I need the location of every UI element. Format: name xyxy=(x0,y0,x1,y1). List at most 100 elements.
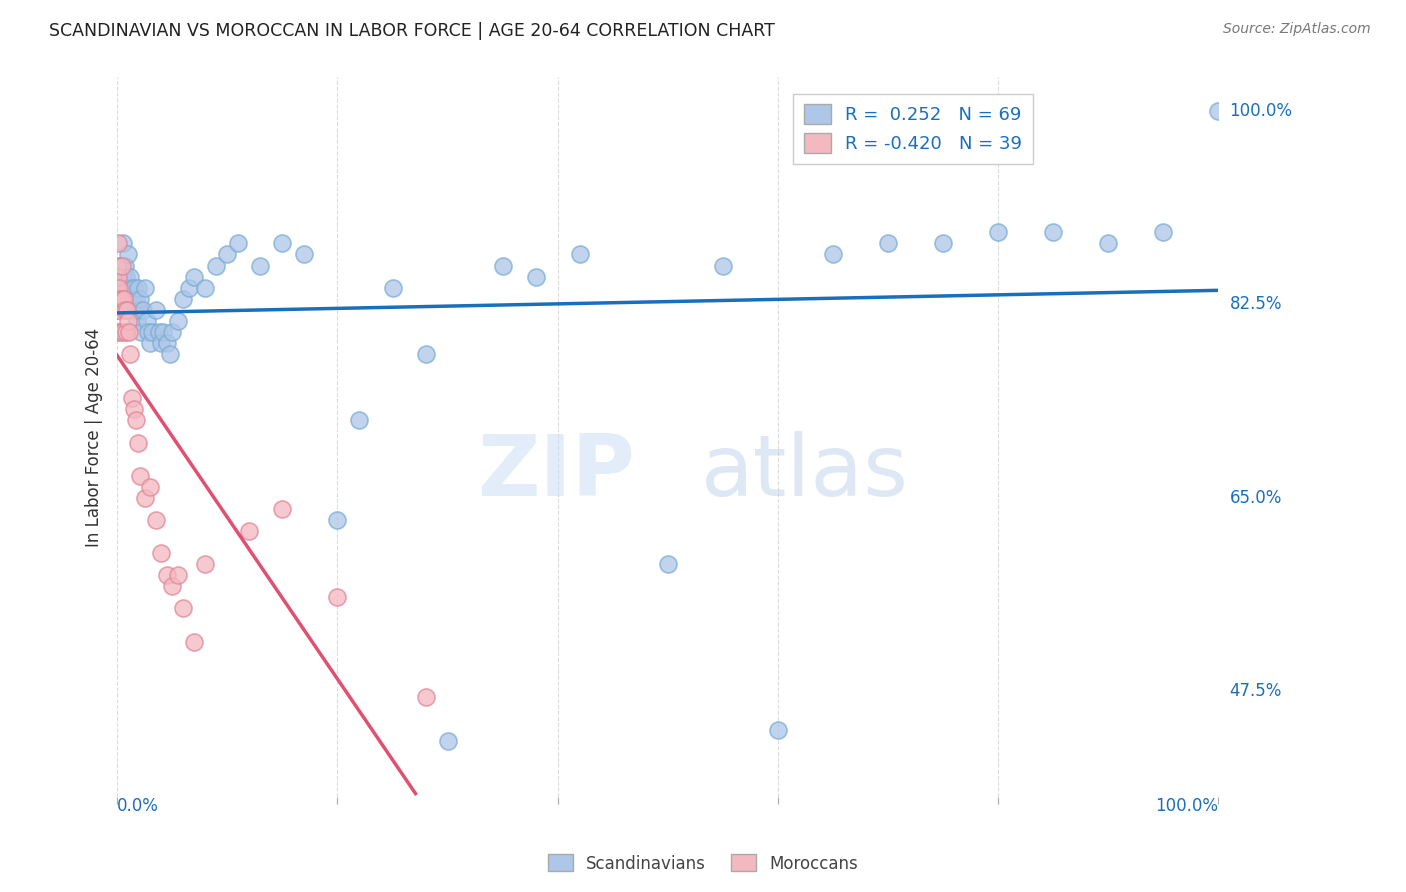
Point xyxy=(118,325,141,339)
Point xyxy=(111,325,134,339)
Point xyxy=(150,546,173,560)
Text: 0.0%: 0.0% xyxy=(117,797,159,814)
Point xyxy=(249,259,271,273)
Point xyxy=(127,280,149,294)
Point xyxy=(117,247,139,261)
Point xyxy=(271,236,294,251)
Point xyxy=(139,335,162,350)
Point xyxy=(107,269,129,284)
Point xyxy=(105,280,128,294)
Point xyxy=(148,325,170,339)
Point xyxy=(436,734,458,748)
Point xyxy=(107,236,129,251)
Point xyxy=(415,347,437,361)
Point xyxy=(162,579,184,593)
Point xyxy=(128,302,150,317)
Point xyxy=(568,247,591,261)
Legend: R =  0.252   N = 69, R = -0.420   N = 39: R = 0.252 N = 69, R = -0.420 N = 39 xyxy=(793,94,1033,164)
Point xyxy=(120,269,142,284)
Point xyxy=(112,292,135,306)
Point xyxy=(125,314,148,328)
Point xyxy=(108,292,131,306)
Point xyxy=(110,259,132,273)
Point xyxy=(821,247,844,261)
Point xyxy=(131,325,153,339)
Point xyxy=(326,513,349,527)
Point xyxy=(110,325,132,339)
Point xyxy=(194,280,217,294)
Point xyxy=(271,502,294,516)
Point xyxy=(877,236,900,251)
Point xyxy=(152,325,174,339)
Text: 100.0%: 100.0% xyxy=(1230,102,1292,120)
Point xyxy=(114,302,136,317)
Point xyxy=(129,292,152,306)
Point xyxy=(1208,103,1230,118)
Point xyxy=(121,280,143,294)
Point xyxy=(166,314,188,328)
Text: 82.5%: 82.5% xyxy=(1230,295,1282,313)
Point xyxy=(177,280,200,294)
Point xyxy=(105,259,128,273)
Text: Source: ZipAtlas.com: Source: ZipAtlas.com xyxy=(1223,22,1371,37)
Point xyxy=(657,558,679,572)
Point xyxy=(115,269,138,284)
Point xyxy=(107,302,129,317)
Point xyxy=(381,280,404,294)
Point xyxy=(129,468,152,483)
Point xyxy=(110,259,132,273)
Point xyxy=(125,413,148,427)
Text: atlas: atlas xyxy=(700,432,908,515)
Point xyxy=(121,292,143,306)
Point xyxy=(145,302,167,317)
Point xyxy=(122,402,145,417)
Point xyxy=(524,269,547,284)
Point xyxy=(162,325,184,339)
Point xyxy=(141,325,163,339)
Point xyxy=(228,236,250,251)
Point xyxy=(987,225,1010,239)
Point xyxy=(159,347,181,361)
Point xyxy=(120,347,142,361)
Point xyxy=(172,601,194,615)
Y-axis label: In Labor Force | Age 20-64: In Labor Force | Age 20-64 xyxy=(86,327,103,547)
Point xyxy=(117,314,139,328)
Point xyxy=(111,236,134,251)
Point xyxy=(238,524,260,538)
Point xyxy=(105,292,128,306)
Point xyxy=(112,280,135,294)
Point xyxy=(172,292,194,306)
Point xyxy=(1152,225,1174,239)
Point xyxy=(134,280,156,294)
Point xyxy=(118,292,141,306)
Legend: Scandinavians, Moroccans: Scandinavians, Moroccans xyxy=(541,847,865,880)
Point xyxy=(139,480,162,494)
Point xyxy=(205,259,228,273)
Point xyxy=(326,591,349,605)
Point xyxy=(1042,225,1064,239)
Point xyxy=(766,723,789,738)
Point xyxy=(122,280,145,294)
Point xyxy=(121,392,143,406)
Point xyxy=(115,325,138,339)
Point xyxy=(115,280,138,294)
Point xyxy=(156,335,179,350)
Point xyxy=(110,280,132,294)
Text: ZIP: ZIP xyxy=(477,432,634,515)
Point xyxy=(114,259,136,273)
Point xyxy=(183,634,205,648)
Point xyxy=(145,513,167,527)
Point xyxy=(115,292,138,306)
Point xyxy=(125,292,148,306)
Text: 65.0%: 65.0% xyxy=(1230,489,1282,507)
Point xyxy=(111,269,134,284)
Text: SCANDINAVIAN VS MOROCCAN IN LABOR FORCE | AGE 20-64 CORRELATION CHART: SCANDINAVIAN VS MOROCCAN IN LABOR FORCE … xyxy=(49,22,775,40)
Point xyxy=(115,302,138,317)
Point xyxy=(491,259,513,273)
Point xyxy=(150,335,173,350)
Point xyxy=(711,259,734,273)
Point xyxy=(108,280,131,294)
Point xyxy=(217,247,239,261)
Point xyxy=(110,292,132,306)
Point xyxy=(349,413,371,427)
